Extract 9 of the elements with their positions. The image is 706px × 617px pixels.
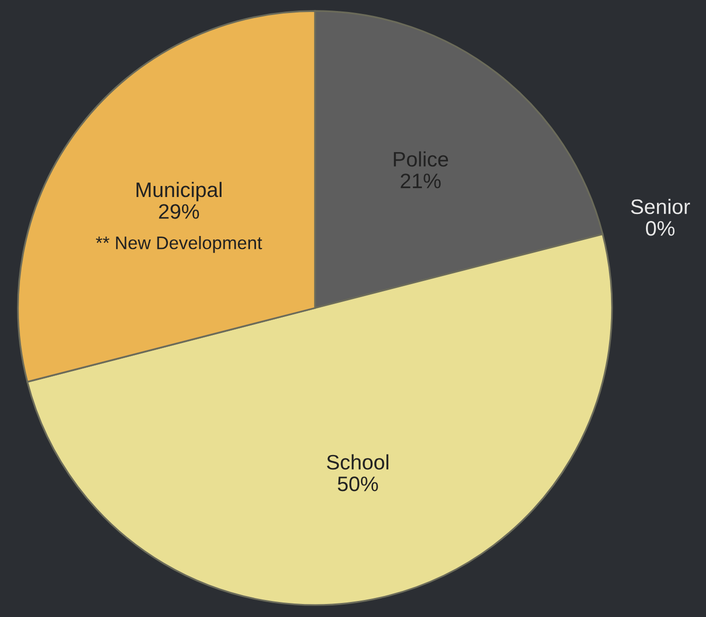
category-label: Senior [631,198,690,214]
data-label: 29% [159,204,199,219]
slice-label: Police [394,151,448,167]
slice-label: School [326,454,388,470]
text: ** New Development [96,236,262,253]
text: 0% [646,221,675,236]
slice-label: Municipal [136,182,222,202]
data-label: 50% [338,476,378,492]
data-label: 21% [400,174,441,188]
